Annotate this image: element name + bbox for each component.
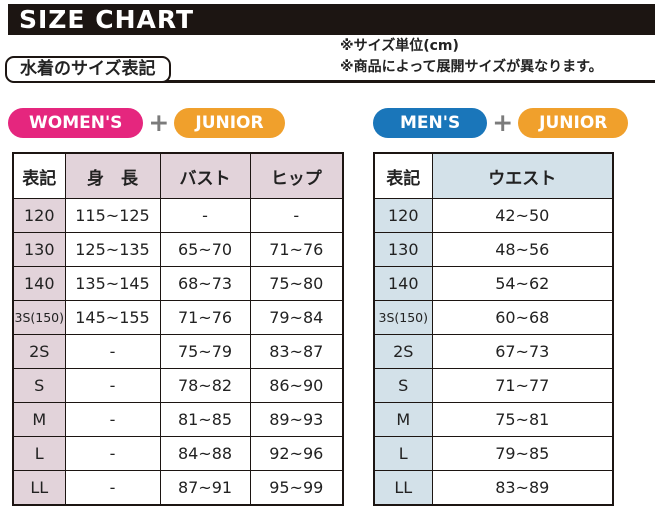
measurement-cell: 145~155: [64, 300, 161, 335]
size-label-cell: 2S: [373, 334, 433, 369]
table-row: S -78~82 86~90: [12, 368, 344, 403]
note-size-availability: ※商品によって展開サイズが異なります。: [340, 59, 603, 75]
table-row: 120 42~50: [373, 198, 614, 233]
measurement-cell: 78~82: [159, 368, 251, 403]
table-row: LL -87~91 95~99: [12, 470, 344, 506]
size-label-cell: L: [373, 436, 433, 471]
table-row: L -84~88 92~96: [12, 436, 344, 471]
measurement-cell: -: [64, 368, 161, 403]
size-label-cell: 140: [12, 266, 66, 301]
measurement-cell: 86~90: [249, 368, 344, 403]
table-row: LL 83~89: [373, 470, 614, 506]
column-header-hip: ヒップ: [249, 152, 344, 199]
measurement-cell: 71~76: [159, 300, 251, 335]
measurement-cell: -: [64, 334, 161, 369]
section-label: 水着のサイズ表記: [5, 56, 171, 83]
column-header-hyouki: 表記: [373, 152, 433, 199]
header-row: 表記 身 長 バスト ヒップ: [12, 152, 344, 199]
measurement-cell: 79~85: [431, 436, 614, 471]
measurement-cell: 84~88: [159, 436, 251, 471]
table-row: 3S(150) 145~155 71~76 79~84: [12, 300, 344, 335]
column-header-hyouki: 表記: [12, 152, 66, 199]
header-row: 表記 ウエスト: [373, 152, 614, 199]
measurement-cell: 135~145: [64, 266, 161, 301]
table-row: 120 115~125- -: [12, 198, 344, 233]
measurement-cell: 95~99: [249, 470, 344, 506]
table-row: L 79~85: [373, 436, 614, 471]
measurement-cell: -: [64, 470, 161, 506]
measurement-cell: 75~80: [249, 266, 344, 301]
measurement-cell: 71~76: [249, 232, 344, 267]
size-label-cell: S: [373, 368, 433, 403]
measurement-cell: 75~81: [431, 402, 614, 437]
measurement-cell: 75~79: [159, 334, 251, 369]
column-header-bust: バスト: [159, 152, 251, 199]
note-size-unit: ※サイズ単位(cm): [340, 38, 459, 54]
measurement-cell: -: [159, 198, 251, 233]
junior-badge: JUNIOR: [518, 107, 629, 138]
size-label-cell: M: [373, 402, 433, 437]
size-label-cell: 120: [12, 198, 66, 233]
page-title: SIZE CHART: [8, 4, 655, 35]
measurement-cell: 54~62: [431, 266, 614, 301]
size-label-cell: 3S(150): [373, 300, 433, 335]
plus-sign: +: [148, 107, 170, 137]
table-row: S 71~77: [373, 368, 614, 403]
measurement-cell: 92~96: [249, 436, 344, 471]
mens-badge: MEN'S: [373, 107, 488, 138]
measurement-cell: -: [249, 198, 344, 233]
mens-table-body: 120 42~50 130 48~56 140 54~62 3S(150) 60~68 2S 67…: [373, 198, 614, 506]
measurement-cell: 68~73: [159, 266, 251, 301]
mens-badge-group: MEN'S + JUNIOR: [373, 107, 629, 138]
womens-badge: WOMEN'S: [8, 107, 144, 138]
size-label-cell: 120: [373, 198, 433, 233]
measurement-cell: 81~85: [159, 402, 251, 437]
table-row: 140 54~62: [373, 266, 614, 301]
plus-sign: +: [492, 107, 514, 137]
measurement-cell: 71~77: [431, 368, 614, 403]
mens-size-table: 表記 ウエスト 120 42~50 130 48~56 140 54~62 3S(150) 6…: [373, 152, 614, 506]
divider-line: [150, 80, 655, 83]
size-label-cell: 2S: [12, 334, 66, 369]
column-header-waist: ウエスト: [431, 152, 614, 199]
size-label-cell: 130: [373, 232, 433, 267]
table-row: 140 135~145 68~73 75~80: [12, 266, 344, 301]
size-label-cell: LL: [12, 470, 66, 506]
measurement-cell: 48~56: [431, 232, 614, 267]
measurement-cell: 83~89: [431, 470, 614, 506]
measurement-cell: 42~50: [431, 198, 614, 233]
size-label-cell: 3S(150): [12, 300, 66, 335]
size-label-cell: L: [12, 436, 66, 471]
size-label-cell: 140: [373, 266, 433, 301]
measurement-cell: -: [64, 402, 161, 437]
womens-table-body: 120 115~125- -130 125~135 65~70 71~76 140 135~1…: [12, 198, 344, 506]
measurement-cell: 125~135: [64, 232, 161, 267]
womens-size-table: 表記 身 長 バスト ヒップ 120 115~125- -130 125~135 65~…: [12, 152, 344, 506]
table-row: M -81~85 89~93: [12, 402, 344, 437]
table-row: 130 125~135 65~70 71~76: [12, 232, 344, 267]
table-row: 3S(150) 60~68: [373, 300, 614, 335]
size-label-cell: M: [12, 402, 66, 437]
measurement-cell: 60~68: [431, 300, 614, 335]
size-label-cell: S: [12, 368, 66, 403]
table-row: 2S 67~73: [373, 334, 614, 369]
column-header-height: 身 長: [64, 152, 161, 199]
measurement-cell: 65~70: [159, 232, 251, 267]
notes: ※サイズ単位(cm) ※商品によって展開サイズが異なります。: [340, 36, 603, 78]
measurement-cell: 87~91: [159, 470, 251, 506]
measurement-cell: 67~73: [431, 334, 614, 369]
table-row: M 75~81: [373, 402, 614, 437]
table-row: 2S -75~79 83~87: [12, 334, 344, 369]
measurement-cell: 79~84: [249, 300, 344, 335]
table-row: 130 48~56: [373, 232, 614, 267]
measurement-cell: 89~93: [249, 402, 344, 437]
junior-badge: JUNIOR: [174, 107, 285, 138]
size-label-cell: LL: [373, 470, 433, 506]
womens-badge-group: WOMEN'S + JUNIOR: [8, 107, 285, 138]
measurement-cell: -: [64, 436, 161, 471]
measurement-cell: 83~87: [249, 334, 344, 369]
measurement-cell: 115~125: [64, 198, 161, 233]
size-label-cell: 130: [12, 232, 66, 267]
